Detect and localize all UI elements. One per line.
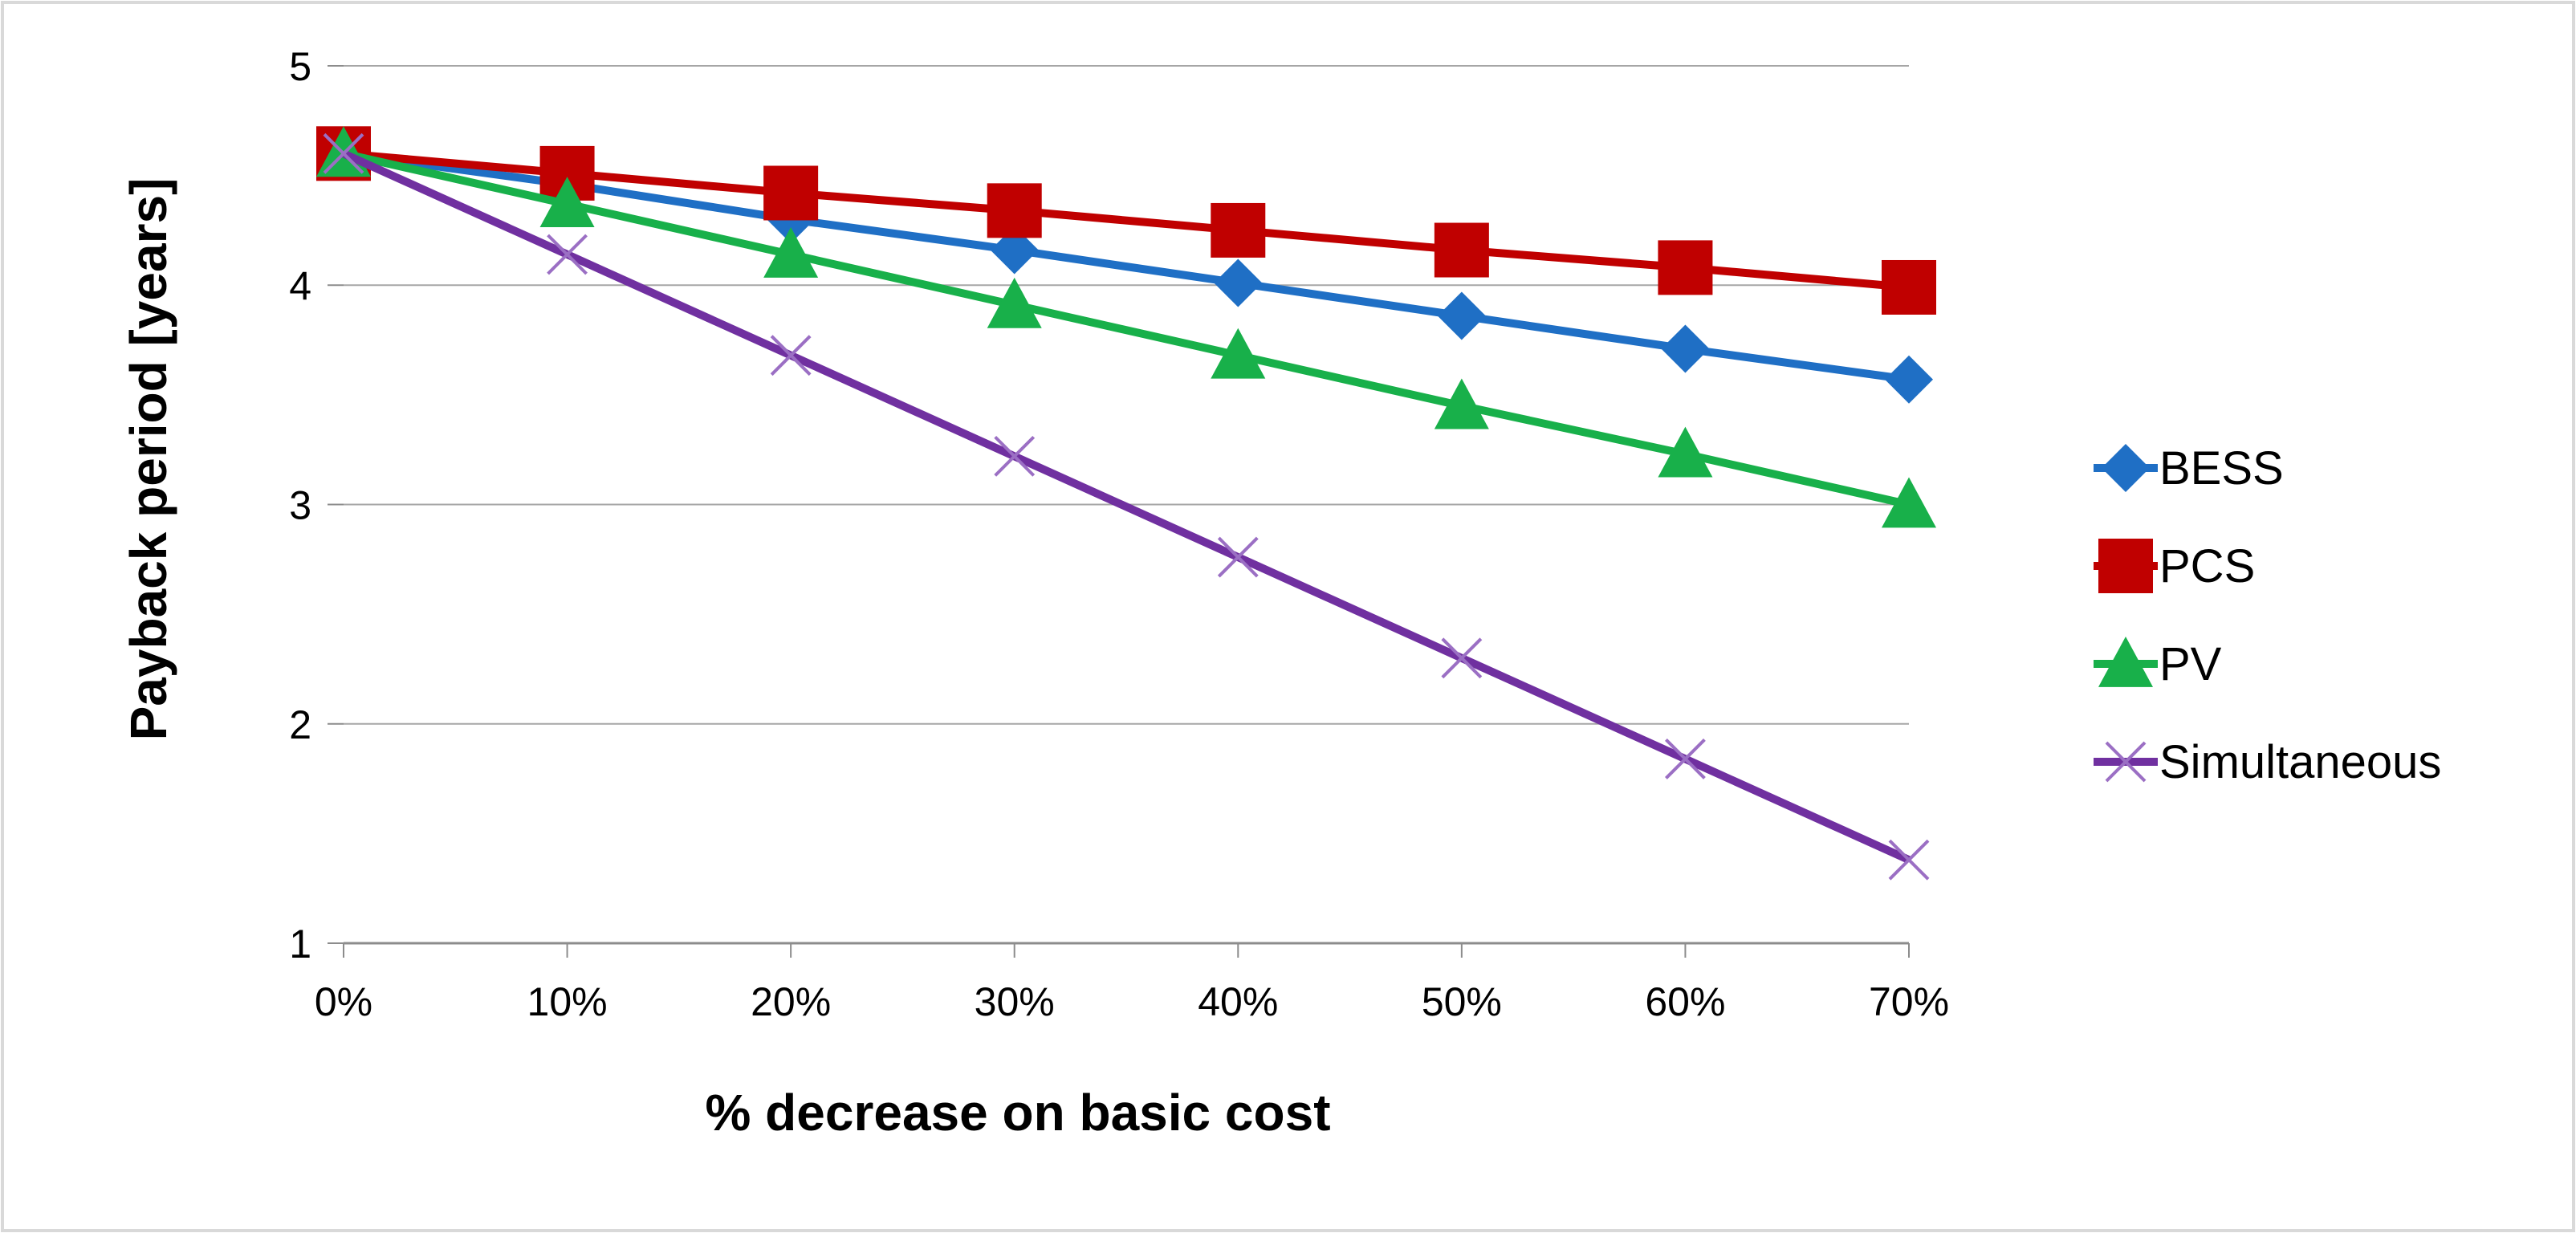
series-group [316, 126, 1936, 881]
series-line-pcs [343, 149, 1910, 291]
data-point-bess [1214, 258, 1263, 307]
data-point-pcs [1434, 222, 1489, 278]
data-point-bess [990, 226, 1039, 275]
series-simultaneous [323, 132, 1930, 881]
data-point-simultaneous [323, 132, 364, 174]
series-pcs [316, 126, 1936, 315]
legend-label: BESS [2159, 442, 2284, 494]
axes [328, 65, 1910, 958]
legend-item-pv: PV [2094, 637, 2222, 690]
data-point-pv [1882, 477, 1936, 528]
y-tick-label: 1 [289, 922, 311, 966]
data-point-pcs [1658, 240, 1713, 295]
legend-item-simultaneous: Simultaneous [2094, 736, 2441, 788]
gridlines [344, 65, 1909, 725]
x-axis-title: % decrease on basic cost [705, 1084, 1330, 1141]
x-tick-label: 70% [1869, 979, 1949, 1024]
y-tick-label: 4 [289, 263, 311, 308]
y-tick-label: 2 [289, 702, 311, 747]
x-tick-label: 60% [1645, 979, 1725, 1024]
data-point-pcs [1882, 259, 1936, 315]
data-point-pcs [1211, 202, 1266, 258]
data-point-bess [1437, 291, 1486, 340]
legend-label: PV [2159, 638, 2222, 690]
data-point-simultaneous [547, 234, 588, 275]
data-point-pv [1211, 328, 1266, 379]
series-line-pv [342, 149, 1911, 509]
legend-label: Simultaneous [2159, 736, 2441, 788]
data-point-pv [987, 277, 1042, 328]
legend: BESS PCS PV Simultaneous [2094, 442, 2441, 788]
legend-label: PCS [2159, 540, 2255, 592]
data-point-pv [539, 177, 595, 228]
legend-marker [2098, 539, 2153, 593]
legend-marker [2098, 637, 2153, 687]
x-tick-label: 0% [315, 979, 372, 1024]
y-tick-label: 3 [289, 483, 311, 528]
data-point-simultaneous [1665, 739, 1706, 779]
x-tick-label: 20% [751, 979, 831, 1024]
data-point-simultaneous [1441, 637, 1483, 679]
legend-item-bess: BESS [2094, 442, 2284, 494]
series-line-bess [343, 149, 1910, 384]
y-tick-label: 5 [289, 44, 311, 89]
data-point-bess [1885, 355, 1933, 404]
data-point-simultaneous [994, 435, 1036, 477]
series-line-simultaneous [341, 149, 1911, 864]
data-point-simultaneous [770, 335, 812, 376]
legend-item-pcs: PCS [2094, 539, 2255, 593]
legend-marker [2102, 444, 2150, 492]
x-tick-label: 40% [1198, 979, 1278, 1024]
data-point-simultaneous [1217, 536, 1259, 578]
data-point-bess [1661, 324, 1710, 373]
y-axis-title: Payback period [years] [120, 178, 177, 741]
series-pv [316, 126, 1936, 528]
data-point-pcs [763, 165, 819, 221]
data-point-pv [1658, 426, 1713, 478]
x-tick-label: 50% [1422, 979, 1502, 1024]
data-point-simultaneous [1888, 839, 1930, 881]
legend-marker [2105, 741, 2147, 783]
data-point-pv [1434, 378, 1489, 429]
x-tick-label: 30% [975, 979, 1055, 1024]
data-point-pcs [987, 183, 1042, 238]
data-point-pv [763, 226, 819, 278]
x-tick-label: 10% [527, 979, 608, 1024]
